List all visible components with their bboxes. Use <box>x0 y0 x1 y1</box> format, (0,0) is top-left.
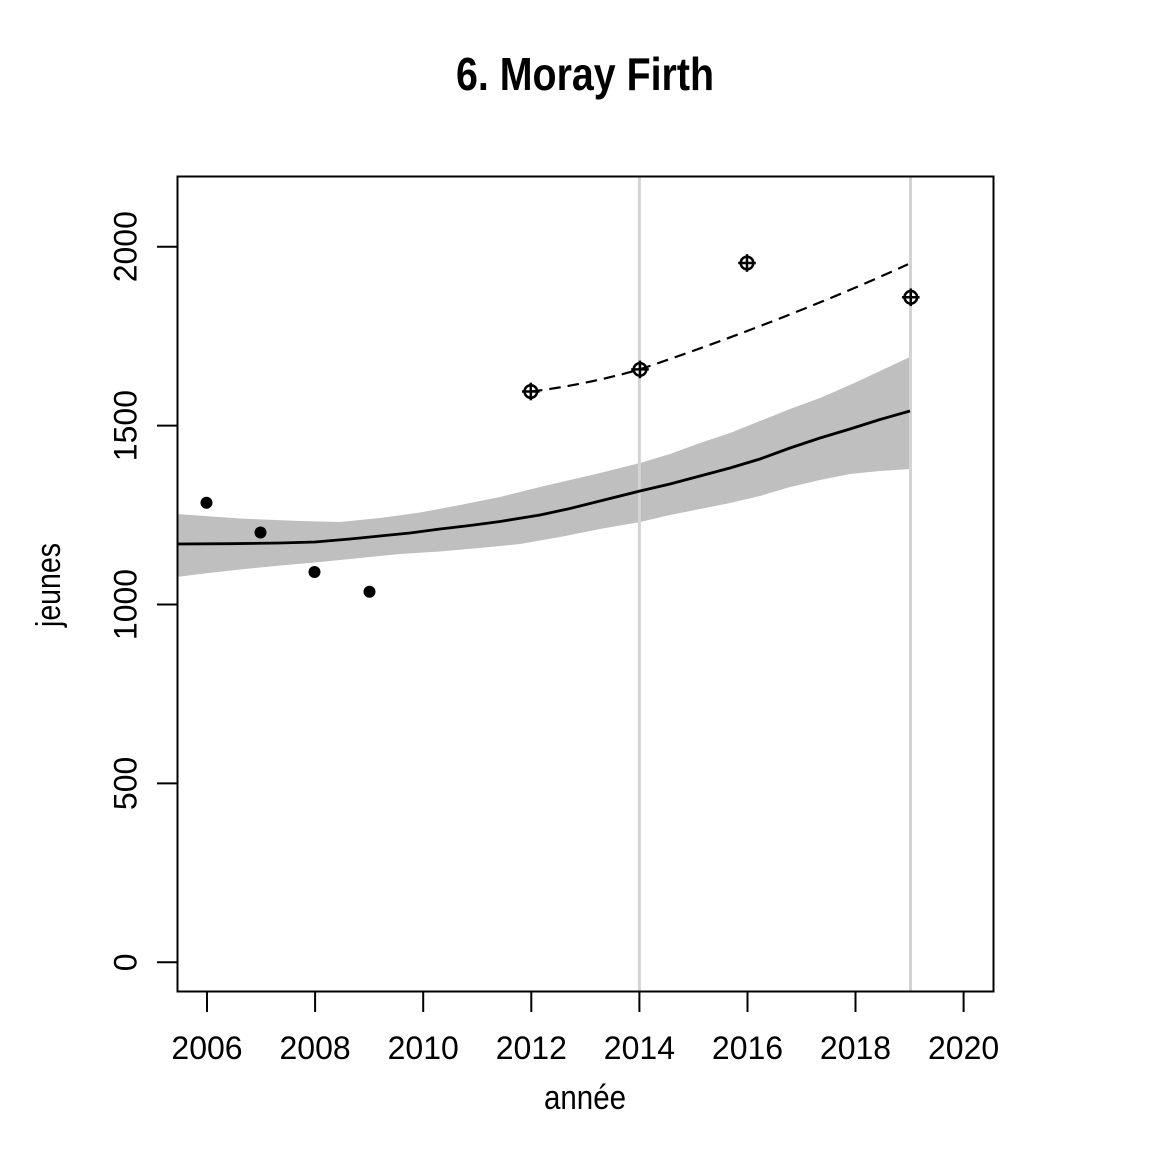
svg-text:1000: 1000 <box>108 569 144 640</box>
svg-text:2014: 2014 <box>604 1030 675 1066</box>
svg-text:2006: 2006 <box>171 1030 242 1066</box>
svg-text:jeunes: jeunes <box>30 543 68 628</box>
svg-text:2016: 2016 <box>712 1030 783 1066</box>
svg-text:2000: 2000 <box>108 211 144 282</box>
svg-text:année: année <box>544 1079 626 1117</box>
svg-text:2010: 2010 <box>388 1030 459 1066</box>
svg-text:6. Moray Firth: 6. Moray Firth <box>456 48 714 100</box>
svg-text:2020: 2020 <box>928 1030 999 1066</box>
svg-text:0: 0 <box>108 953 144 971</box>
svg-text:1500: 1500 <box>108 390 144 461</box>
svg-text:2018: 2018 <box>820 1030 891 1066</box>
svg-text:500: 500 <box>108 757 144 810</box>
svg-text:2012: 2012 <box>496 1030 567 1066</box>
svg-text:2008: 2008 <box>280 1030 351 1066</box>
